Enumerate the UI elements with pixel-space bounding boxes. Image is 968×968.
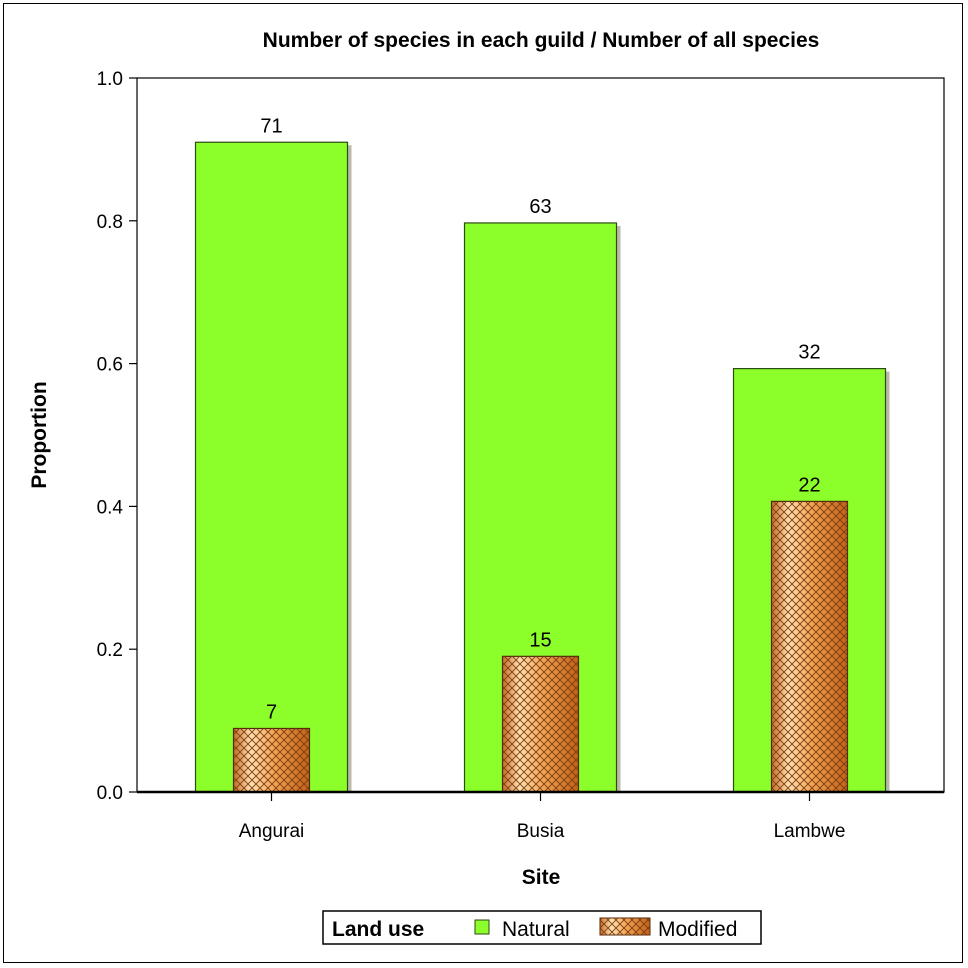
y-tick-label: 0.2 xyxy=(97,640,123,661)
y-tick-label: 0.6 xyxy=(97,355,123,376)
natural-value-label: 71 xyxy=(260,115,282,137)
modified-value-label: 15 xyxy=(529,629,551,651)
modified-bars: 7 15 22 xyxy=(232,474,849,793)
y-tick-label: 1.0 xyxy=(97,69,123,90)
legend-label-modified: Modified xyxy=(658,918,737,941)
y-tick-label: 0.8 xyxy=(97,212,123,233)
legend-label-natural: Natural xyxy=(502,918,570,941)
modified-value-label: 22 xyxy=(798,474,820,496)
natural-value-label: 32 xyxy=(798,342,820,364)
x-tick-label: Lambwe xyxy=(774,821,846,842)
chart-title: Number of species in each guild / Number… xyxy=(263,29,820,52)
legend-swatch-modified-hatch xyxy=(600,918,650,935)
y-axis-label: Proportion xyxy=(28,381,51,488)
legend: Land use Natural Modified xyxy=(322,910,762,945)
x-tick-label: Busia xyxy=(517,821,565,842)
x-tick-label: Angurai xyxy=(239,821,305,842)
x-axis: Angurai Busia Lambwe xyxy=(239,792,846,842)
modified-bar-hatch xyxy=(502,656,579,792)
modified-bar-hatch xyxy=(771,501,848,792)
legend-swatch-natural xyxy=(474,919,490,935)
legend-title: Land use xyxy=(332,918,424,941)
natural-value-label: 63 xyxy=(529,196,551,218)
y-tick-label: 0.4 xyxy=(97,497,124,518)
legend-box xyxy=(322,910,762,945)
modified-bar-hatch xyxy=(233,728,310,792)
natural-bar-angurai xyxy=(194,141,349,793)
y-tick-label: 0.0 xyxy=(97,783,123,804)
x-axis-label: Site xyxy=(522,866,561,889)
natural-bars: 71 63 32 xyxy=(194,115,890,793)
y-axis: 0.0 0.2 0.4 0.6 0.8 1.0 xyxy=(97,69,137,804)
modified-value-label: 7 xyxy=(266,701,277,723)
